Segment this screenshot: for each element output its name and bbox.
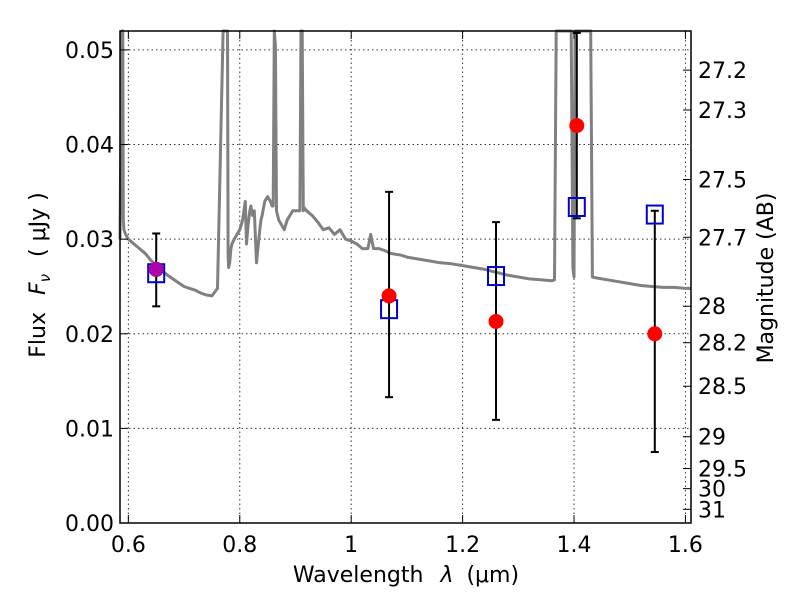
observed-point [381, 288, 397, 304]
observed-point [488, 313, 504, 329]
y-tick-label: 0.03 [65, 228, 114, 253]
mag-tick-label: 27.2 [698, 59, 747, 84]
spectrum-line [118, 29, 691, 298]
x-tick-label: 0.8 [222, 533, 257, 558]
mag-tick-label: 28.5 [698, 375, 747, 400]
grid [120, 31, 691, 524]
axis-ticks: 0.6 0.8 1 1.2 1.4 1.6 0.00 0.01 0.02 0.03 0.04 0.05… [65, 31, 747, 558]
mag-tick-label: 28.2 [698, 332, 747, 357]
mag-tick-label: 28 [698, 295, 726, 320]
right-axis-label: Magnitude (AB) [754, 193, 779, 364]
y-tick-label: 0.05 [65, 39, 114, 64]
y-tick-label: 0.01 [65, 417, 114, 442]
mag-tick-label: 27.7 [698, 226, 747, 251]
x-tick-label: 1.6 [668, 533, 703, 558]
y-axis-label: Flux Fν ( μJy ) [26, 192, 56, 357]
mag-tick-label: 29 [698, 426, 726, 451]
data-points [147, 118, 664, 342]
mag-tick-label: 31 [698, 498, 726, 523]
x-tick-label: 1.2 [445, 533, 480, 558]
mag-tick-label: 29.5 [698, 458, 747, 483]
x-axis-label: Wavelength λ (μm) [293, 563, 519, 588]
mag-tick-label: 27.5 [698, 168, 747, 193]
x-tick-label: 0.6 [111, 533, 146, 558]
model-square-marker [487, 266, 506, 287]
x-tick-label: 1.4 [557, 533, 592, 558]
model-square-marker [645, 204, 664, 225]
plot-frame [119, 30, 692, 524]
mag-tick-label: 30 [698, 478, 726, 503]
x-tick-label: 1 [344, 533, 358, 558]
spectrum [118, 29, 691, 298]
y-tick-label: 0.02 [65, 323, 114, 348]
extra-point [148, 261, 164, 277]
y-tick-label: 0.04 [65, 134, 114, 159]
observed-point [647, 326, 663, 342]
y-tick-label: 0.00 [65, 512, 114, 537]
observed-point [569, 118, 585, 134]
model-square-marker [567, 196, 586, 217]
mag-tick-label: 27.3 [698, 99, 747, 124]
